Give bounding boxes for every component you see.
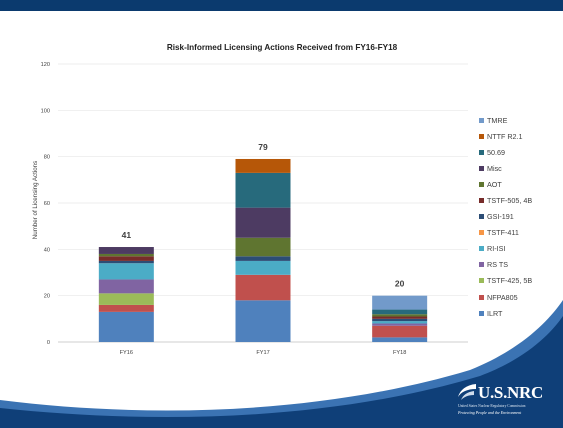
bar-segment-aot bbox=[98, 253, 154, 257]
legend-item: TMRE bbox=[479, 112, 561, 128]
legend-label: ILRT bbox=[487, 308, 503, 318]
bar-segment-50-69 bbox=[372, 309, 428, 315]
y-tick-label: 20 bbox=[44, 294, 50, 300]
x-tick-label: FY16 bbox=[120, 350, 133, 356]
nrc-logo-tagline: Protecting People and the Environment bbox=[458, 410, 522, 415]
y-axis-label: Number of Licensing Actions bbox=[32, 161, 39, 239]
legend-swatch bbox=[479, 133, 484, 139]
chart-legend: TMRE NTTF R2.1 50.69 Misc AOT TSTF-505, 4B GSI… bbox=[479, 112, 561, 321]
bar-segment-misc bbox=[235, 207, 291, 238]
legend-swatch bbox=[479, 117, 484, 123]
legend-swatch bbox=[479, 310, 484, 316]
legend-label: AOT bbox=[487, 179, 502, 189]
legend-item: TSTF-425, 5B bbox=[479, 273, 561, 289]
bar-segment-nttf-r2-1 bbox=[235, 158, 291, 173]
bar-segment-ri-isi bbox=[372, 321, 428, 324]
bar-segment-aot bbox=[372, 314, 428, 317]
legend-item: AOT bbox=[479, 176, 561, 192]
legend-swatch bbox=[479, 246, 484, 252]
legend-label: TSTF-425, 5B bbox=[487, 276, 533, 286]
legend-swatch bbox=[479, 294, 484, 300]
legend-item: Misc bbox=[479, 160, 561, 176]
legend-item: RS TS bbox=[479, 257, 561, 273]
legend-swatch bbox=[479, 278, 484, 284]
chart-title: Risk-Informed Licensing Actions Received… bbox=[167, 43, 398, 52]
y-tick-label: 120 bbox=[41, 62, 50, 68]
y-tick-label: 40 bbox=[44, 247, 50, 253]
legend-item: NTTF R2.1 bbox=[479, 128, 561, 144]
legend-item: TSTF-505, 4B bbox=[479, 192, 561, 208]
legend-swatch bbox=[479, 230, 484, 236]
bar-segment-ilrt bbox=[372, 337, 428, 342]
bar-segment-nfpa805 bbox=[235, 274, 291, 301]
nrc-logo-text: U.S.NRC bbox=[478, 383, 543, 402]
y-tick-label: 0 bbox=[47, 340, 50, 346]
legend-label: GSI-191 bbox=[487, 212, 514, 222]
legend-swatch bbox=[479, 165, 484, 171]
bar-segment-ilrt bbox=[98, 311, 154, 342]
legend-item: 50.69 bbox=[479, 144, 561, 160]
x-tick-label: FY17 bbox=[256, 350, 269, 356]
legend-swatch bbox=[479, 198, 484, 204]
legend-label: NTTF R2.1 bbox=[487, 131, 523, 141]
legend-item: GSI-191 bbox=[479, 209, 561, 225]
legend-item: RI-ISI bbox=[479, 241, 561, 257]
bar-segment-tstf-505-4b bbox=[98, 256, 154, 261]
bar-segment-tmre bbox=[372, 295, 428, 310]
nrc-logo-subtitle: United States Nuclear Regulatory Commiss… bbox=[458, 404, 526, 408]
bar-segment-aot bbox=[235, 237, 291, 257]
legend-label: RI-ISI bbox=[487, 244, 506, 254]
legend-label: TSTF-505, 4B bbox=[487, 196, 533, 206]
bar-total-label: 41 bbox=[122, 230, 132, 240]
bar-segment-rs-ts bbox=[372, 323, 428, 326]
legend-label: 50.69 bbox=[487, 147, 505, 157]
bar-total-label: 20 bbox=[395, 279, 405, 289]
bar-segment-tstf-425-5b bbox=[98, 293, 154, 305]
bar-total-label: 79 bbox=[258, 142, 268, 152]
bar-segment-misc bbox=[98, 247, 154, 254]
legend-label: TSTF-411 bbox=[487, 228, 519, 238]
legend-label: Misc bbox=[487, 163, 502, 173]
bar-segment-rs-ts bbox=[98, 279, 154, 294]
y-tick-label: 80 bbox=[44, 155, 50, 161]
legend-item: ILRT bbox=[479, 305, 561, 321]
y-tick-label: 60 bbox=[44, 201, 50, 207]
y-tick-label: 100 bbox=[41, 108, 50, 114]
legend-label: RS TS bbox=[487, 260, 509, 270]
bar-segment-nfpa805 bbox=[372, 325, 428, 338]
bar-segment-gsi-191 bbox=[235, 256, 291, 261]
bar-segment-gsi-191 bbox=[98, 260, 154, 264]
legend-item: TSTF-411 bbox=[479, 225, 561, 241]
nrc-logo-mark-icon bbox=[458, 384, 476, 400]
nrc-logo: U.S.NRC United States Nuclear Regulatory… bbox=[452, 381, 562, 421]
top-bar bbox=[0, 0, 563, 11]
legend-swatch bbox=[479, 181, 484, 187]
bar-segment-ilrt bbox=[235, 300, 291, 342]
legend-label: NFPA805 bbox=[487, 292, 518, 302]
legend-swatch bbox=[479, 262, 484, 268]
bar-segment-50-69 bbox=[235, 172, 291, 208]
bar-segment-ri-isi bbox=[98, 263, 154, 280]
legend-item: NFPA805 bbox=[479, 289, 561, 305]
bar-segment-tstf-505-4b bbox=[372, 316, 428, 319]
bar-segment-gsi-191 bbox=[372, 318, 428, 322]
x-tick-label: FY18 bbox=[393, 350, 406, 356]
bar-segment-nfpa805 bbox=[98, 304, 154, 312]
legend-label: TMRE bbox=[487, 115, 508, 125]
bar-segment-ri-isi bbox=[235, 260, 291, 275]
legend-swatch bbox=[479, 149, 484, 155]
legend-swatch bbox=[479, 214, 484, 220]
